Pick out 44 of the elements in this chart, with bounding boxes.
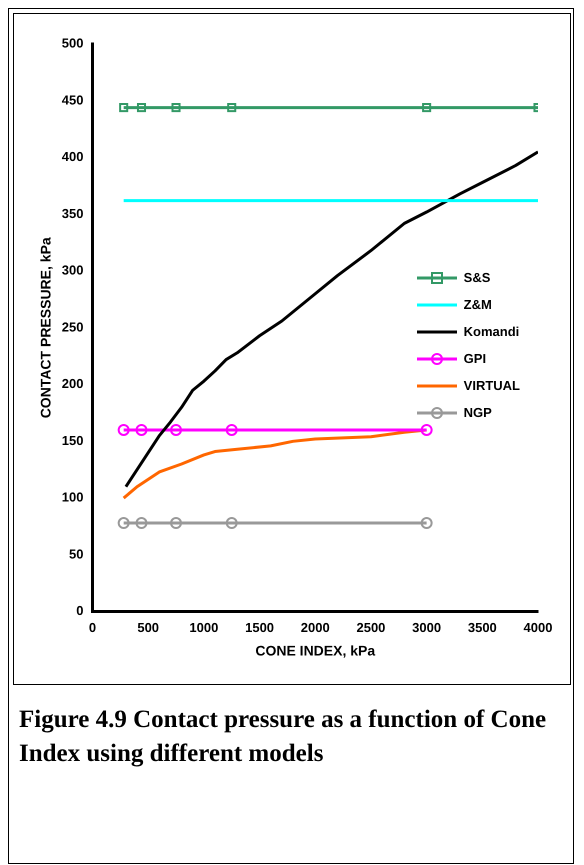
point (422, 103, 432, 112)
point (170, 517, 182, 530)
point (135, 517, 148, 530)
point (136, 103, 146, 112)
y-tick-label: 350 (62, 206, 84, 221)
point (420, 424, 433, 436)
legend-label: Komandi (464, 324, 520, 339)
y-tick-label: 250 (62, 319, 84, 334)
y-tick-label: 150 (62, 432, 84, 448)
x-tick-label: 1000 (189, 620, 218, 635)
point (135, 424, 148, 436)
x-tick-label: 1500 (245, 620, 274, 635)
legend-label: GPI (464, 351, 486, 366)
point (118, 517, 130, 530)
y-tick-label: 200 (62, 376, 84, 392)
y-tick-label: 100 (62, 490, 84, 505)
point (420, 517, 433, 530)
x-axis-title: CONE INDEX, kPa (255, 642, 376, 658)
point (226, 424, 238, 436)
x-tick-label: 2000 (300, 620, 330, 635)
point (226, 517, 238, 530)
x-tick-label: 0 (88, 620, 96, 635)
y-tick-label: 50 (69, 546, 84, 562)
y-tick-label: 300 (62, 262, 84, 278)
y-tick-label: 400 (62, 149, 84, 164)
legend-label: S&S (464, 270, 490, 285)
legend-label: VIRTUAL (464, 378, 520, 393)
text: Figure 4.9 Contact pressure as a function of Cone Index using different models (19, 705, 548, 769)
x-tick-label: 4000 (524, 620, 552, 635)
y-tick-label: 450 (62, 92, 84, 108)
point (118, 424, 130, 436)
y-tick-label: 0 (76, 603, 84, 618)
x-tick-label: 3500 (468, 620, 497, 635)
point (170, 424, 182, 436)
point (171, 103, 181, 112)
point (119, 103, 128, 112)
x-tick-label: 500 (137, 620, 160, 635)
y-tick-label: 500 (62, 36, 84, 51)
x-tick-label: 3000 (412, 620, 442, 635)
x-tick-label: 2500 (356, 620, 386, 635)
point (227, 103, 236, 112)
legend-label: Z&M (464, 297, 492, 312)
legend-label: NGP (464, 405, 492, 420)
y-axis-title: CONTACT PRESSURE, kPa (37, 237, 54, 418)
